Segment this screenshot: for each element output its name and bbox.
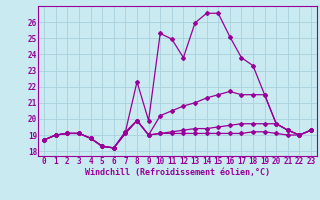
X-axis label: Windchill (Refroidissement éolien,°C): Windchill (Refroidissement éolien,°C) xyxy=(85,168,270,177)
